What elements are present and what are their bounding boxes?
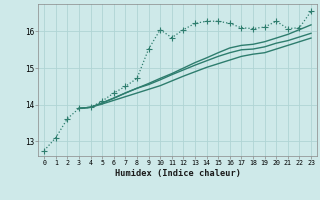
X-axis label: Humidex (Indice chaleur): Humidex (Indice chaleur) (115, 169, 241, 178)
